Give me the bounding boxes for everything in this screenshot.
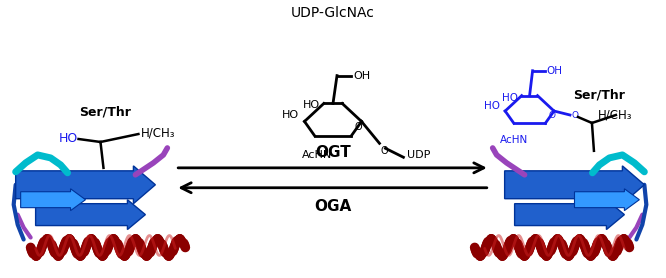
FancyArrow shape [16, 166, 155, 204]
Text: OGA: OGA [314, 199, 352, 214]
Text: OH: OH [547, 66, 563, 76]
Text: OH: OH [353, 71, 370, 81]
FancyArrow shape [35, 200, 145, 230]
Text: Ser/Thr: Ser/Thr [573, 89, 625, 102]
Text: HO: HO [302, 100, 320, 110]
Text: HO: HO [59, 131, 78, 145]
Text: Ser/Thr: Ser/Thr [79, 106, 131, 119]
Text: O: O [572, 111, 579, 120]
Text: AcHN: AcHN [500, 135, 528, 145]
Text: H/CH₃: H/CH₃ [141, 126, 175, 140]
Text: O: O [355, 121, 362, 131]
FancyArrow shape [575, 189, 639, 211]
Text: AcHN: AcHN [302, 150, 332, 160]
Text: HO: HO [484, 101, 500, 111]
FancyArrow shape [515, 200, 625, 230]
Text: O: O [380, 146, 388, 156]
Text: HO: HO [282, 110, 298, 120]
Text: HO: HO [501, 93, 517, 103]
FancyArrow shape [505, 166, 644, 204]
Text: OGT: OGT [315, 145, 351, 160]
Text: H/CH₃: H/CH₃ [598, 108, 633, 121]
Text: O: O [548, 111, 555, 120]
Text: UDP-GlcNAc: UDP-GlcNAc [291, 6, 375, 20]
Text: UDP: UDP [408, 150, 431, 160]
FancyArrow shape [21, 189, 85, 211]
